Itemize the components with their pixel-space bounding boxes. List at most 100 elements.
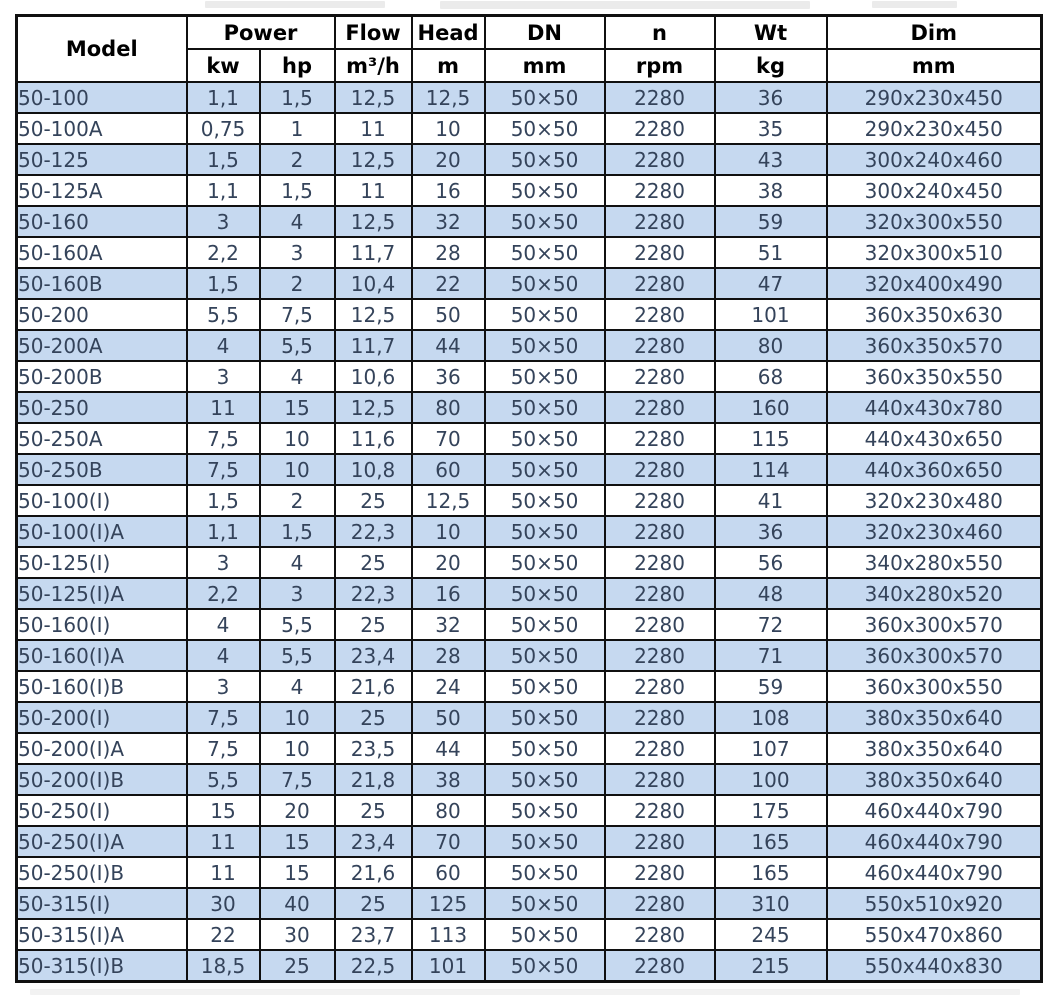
cell-flow: 12,5 xyxy=(333,391,413,424)
cell-head: 32 xyxy=(410,205,486,238)
cell-n: 2280 xyxy=(603,174,716,207)
table-row: 50-250B 7,5 10 10,8 60 50×50 2280 114 440x360x65… xyxy=(15,453,1043,486)
cell-n: 2280 xyxy=(603,577,716,610)
table-row: 50-125 1,5 2 12,5 20 50×50 2280 43 300x240x460 xyxy=(15,143,1043,176)
cell-flow: 12,5 xyxy=(333,205,413,238)
table-row: 50-250(I)A 11 15 23,4 70 50×50 2280 165 460x440x… xyxy=(15,825,1043,858)
cell-wt: 47 xyxy=(713,267,828,300)
cell-hp: 7,5 xyxy=(258,298,336,331)
cell-n: 2280 xyxy=(603,763,716,796)
cell-wt: 107 xyxy=(713,732,828,765)
col-header-model: Model xyxy=(15,14,188,83)
cell-n: 2280 xyxy=(603,298,716,331)
cell-model: 50-160 xyxy=(15,205,188,238)
table-row: 50-160(I)A 4 5,5 23,4 28 50×50 2280 71 360x300x5… xyxy=(15,639,1043,672)
cell-head: 10 xyxy=(410,112,486,145)
cell-dim: 440x360x650 xyxy=(825,453,1043,486)
cell-dn: 50×50 xyxy=(483,887,606,920)
cell-wt: 215 xyxy=(713,949,828,983)
cell-hp: 1 xyxy=(258,112,336,145)
cell-head: 12,5 xyxy=(410,81,486,114)
cell-model: 50-125 xyxy=(15,143,188,176)
table-row: 50-250 11 15 12,5 80 50×50 2280 160 440x430x780 xyxy=(15,391,1043,424)
cell-head: 50 xyxy=(410,701,486,734)
cell-flow: 22,5 xyxy=(333,949,413,983)
cell-n: 2280 xyxy=(603,670,716,703)
cell-dn: 50×50 xyxy=(483,732,606,765)
cell-head: 44 xyxy=(410,732,486,765)
unit-flow: m³/h xyxy=(333,48,413,83)
cell-dim: 550x470x860 xyxy=(825,918,1043,951)
cell-head: 28 xyxy=(410,639,486,672)
cell-dim: 460x440x790 xyxy=(825,856,1043,889)
cell-kw: 5,5 xyxy=(185,763,261,796)
cell-hp: 5,5 xyxy=(258,329,336,362)
cell-dn: 50×50 xyxy=(483,515,606,548)
cell-dim: 320x230x480 xyxy=(825,484,1043,517)
cell-hp: 15 xyxy=(258,391,336,424)
cell-dn: 50×50 xyxy=(483,701,606,734)
cell-dim: 380x350x640 xyxy=(825,701,1043,734)
cell-model: 50-315(I) xyxy=(15,887,188,920)
cell-head: 10 xyxy=(410,515,486,548)
cell-kw: 1,5 xyxy=(185,267,261,300)
cell-model: 50-200A xyxy=(15,329,188,362)
table-row: 50-160B 1,5 2 10,4 22 50×50 2280 47 320x400x490 xyxy=(15,267,1043,300)
cell-n: 2280 xyxy=(603,856,716,889)
cell-n: 2280 xyxy=(603,236,716,269)
cell-kw: 3 xyxy=(185,205,261,238)
cell-head: 60 xyxy=(410,856,486,889)
cell-head: 50 xyxy=(410,298,486,331)
cell-head: 125 xyxy=(410,887,486,920)
cell-hp: 1,5 xyxy=(258,174,336,207)
cell-n: 2280 xyxy=(603,825,716,858)
cell-dn: 50×50 xyxy=(483,856,606,889)
cell-flow: 21,6 xyxy=(333,670,413,703)
unit-dn: mm xyxy=(483,48,606,83)
cell-n: 2280 xyxy=(603,422,716,455)
cell-head: 70 xyxy=(410,422,486,455)
table-row: 50-125(I)A 2,2 3 22,3 16 50×50 2280 48 340x280x5… xyxy=(15,577,1043,610)
cell-kw: 15 xyxy=(185,794,261,827)
cell-hp: 3 xyxy=(258,236,336,269)
cell-flow: 23,7 xyxy=(333,918,413,951)
cell-flow: 10,8 xyxy=(333,453,413,486)
unit-n: rpm xyxy=(603,48,716,83)
cell-n: 2280 xyxy=(603,794,716,827)
cell-head: 12,5 xyxy=(410,484,486,517)
cell-model: 50-160(I) xyxy=(15,608,188,641)
cell-kw: 1,1 xyxy=(185,515,261,548)
cell-dim: 550x440x830 xyxy=(825,949,1043,983)
cell-wt: 71 xyxy=(713,639,828,672)
cell-hp: 40 xyxy=(258,887,336,920)
cell-model: 50-100 xyxy=(15,81,188,114)
cell-dn: 50×50 xyxy=(483,391,606,424)
cell-dim: 290x230x450 xyxy=(825,81,1043,114)
cropped-text-artifact xyxy=(30,989,1020,995)
cell-head: 113 xyxy=(410,918,486,951)
cell-kw: 1,1 xyxy=(185,81,261,114)
cell-model: 50-200B xyxy=(15,360,188,393)
cell-dn: 50×50 xyxy=(483,81,606,114)
cell-dim: 360x300x570 xyxy=(825,639,1043,672)
cell-wt: 115 xyxy=(713,422,828,455)
cell-kw: 0,75 xyxy=(185,112,261,145)
cell-hp: 2 xyxy=(258,143,336,176)
col-header-power: Power xyxy=(185,14,336,50)
cell-flow: 11,6 xyxy=(333,422,413,455)
cell-hp: 4 xyxy=(258,546,336,579)
cell-wt: 43 xyxy=(713,143,828,176)
cell-hp: 1,5 xyxy=(258,515,336,548)
table-row: 50-200B 3 4 10,6 36 50×50 2280 68 360x350x550 xyxy=(15,360,1043,393)
cell-kw: 22 xyxy=(185,918,261,951)
cell-dim: 360x350x550 xyxy=(825,360,1043,393)
pump-spec-table: Model Power Flow Head DN n Wt Dim kw hp … xyxy=(15,14,1044,983)
table-row: 50-125(I) 3 4 25 20 50×50 2280 56 340x280x550 xyxy=(15,546,1043,579)
table-body: 50-100 1,1 1,5 12,5 12,5 50×50 2280 36 290x230x4… xyxy=(15,81,1043,983)
cell-hp: 2 xyxy=(258,267,336,300)
cell-dn: 50×50 xyxy=(483,577,606,610)
cell-wt: 245 xyxy=(713,918,828,951)
cell-kw: 11 xyxy=(185,391,261,424)
cell-dn: 50×50 xyxy=(483,205,606,238)
